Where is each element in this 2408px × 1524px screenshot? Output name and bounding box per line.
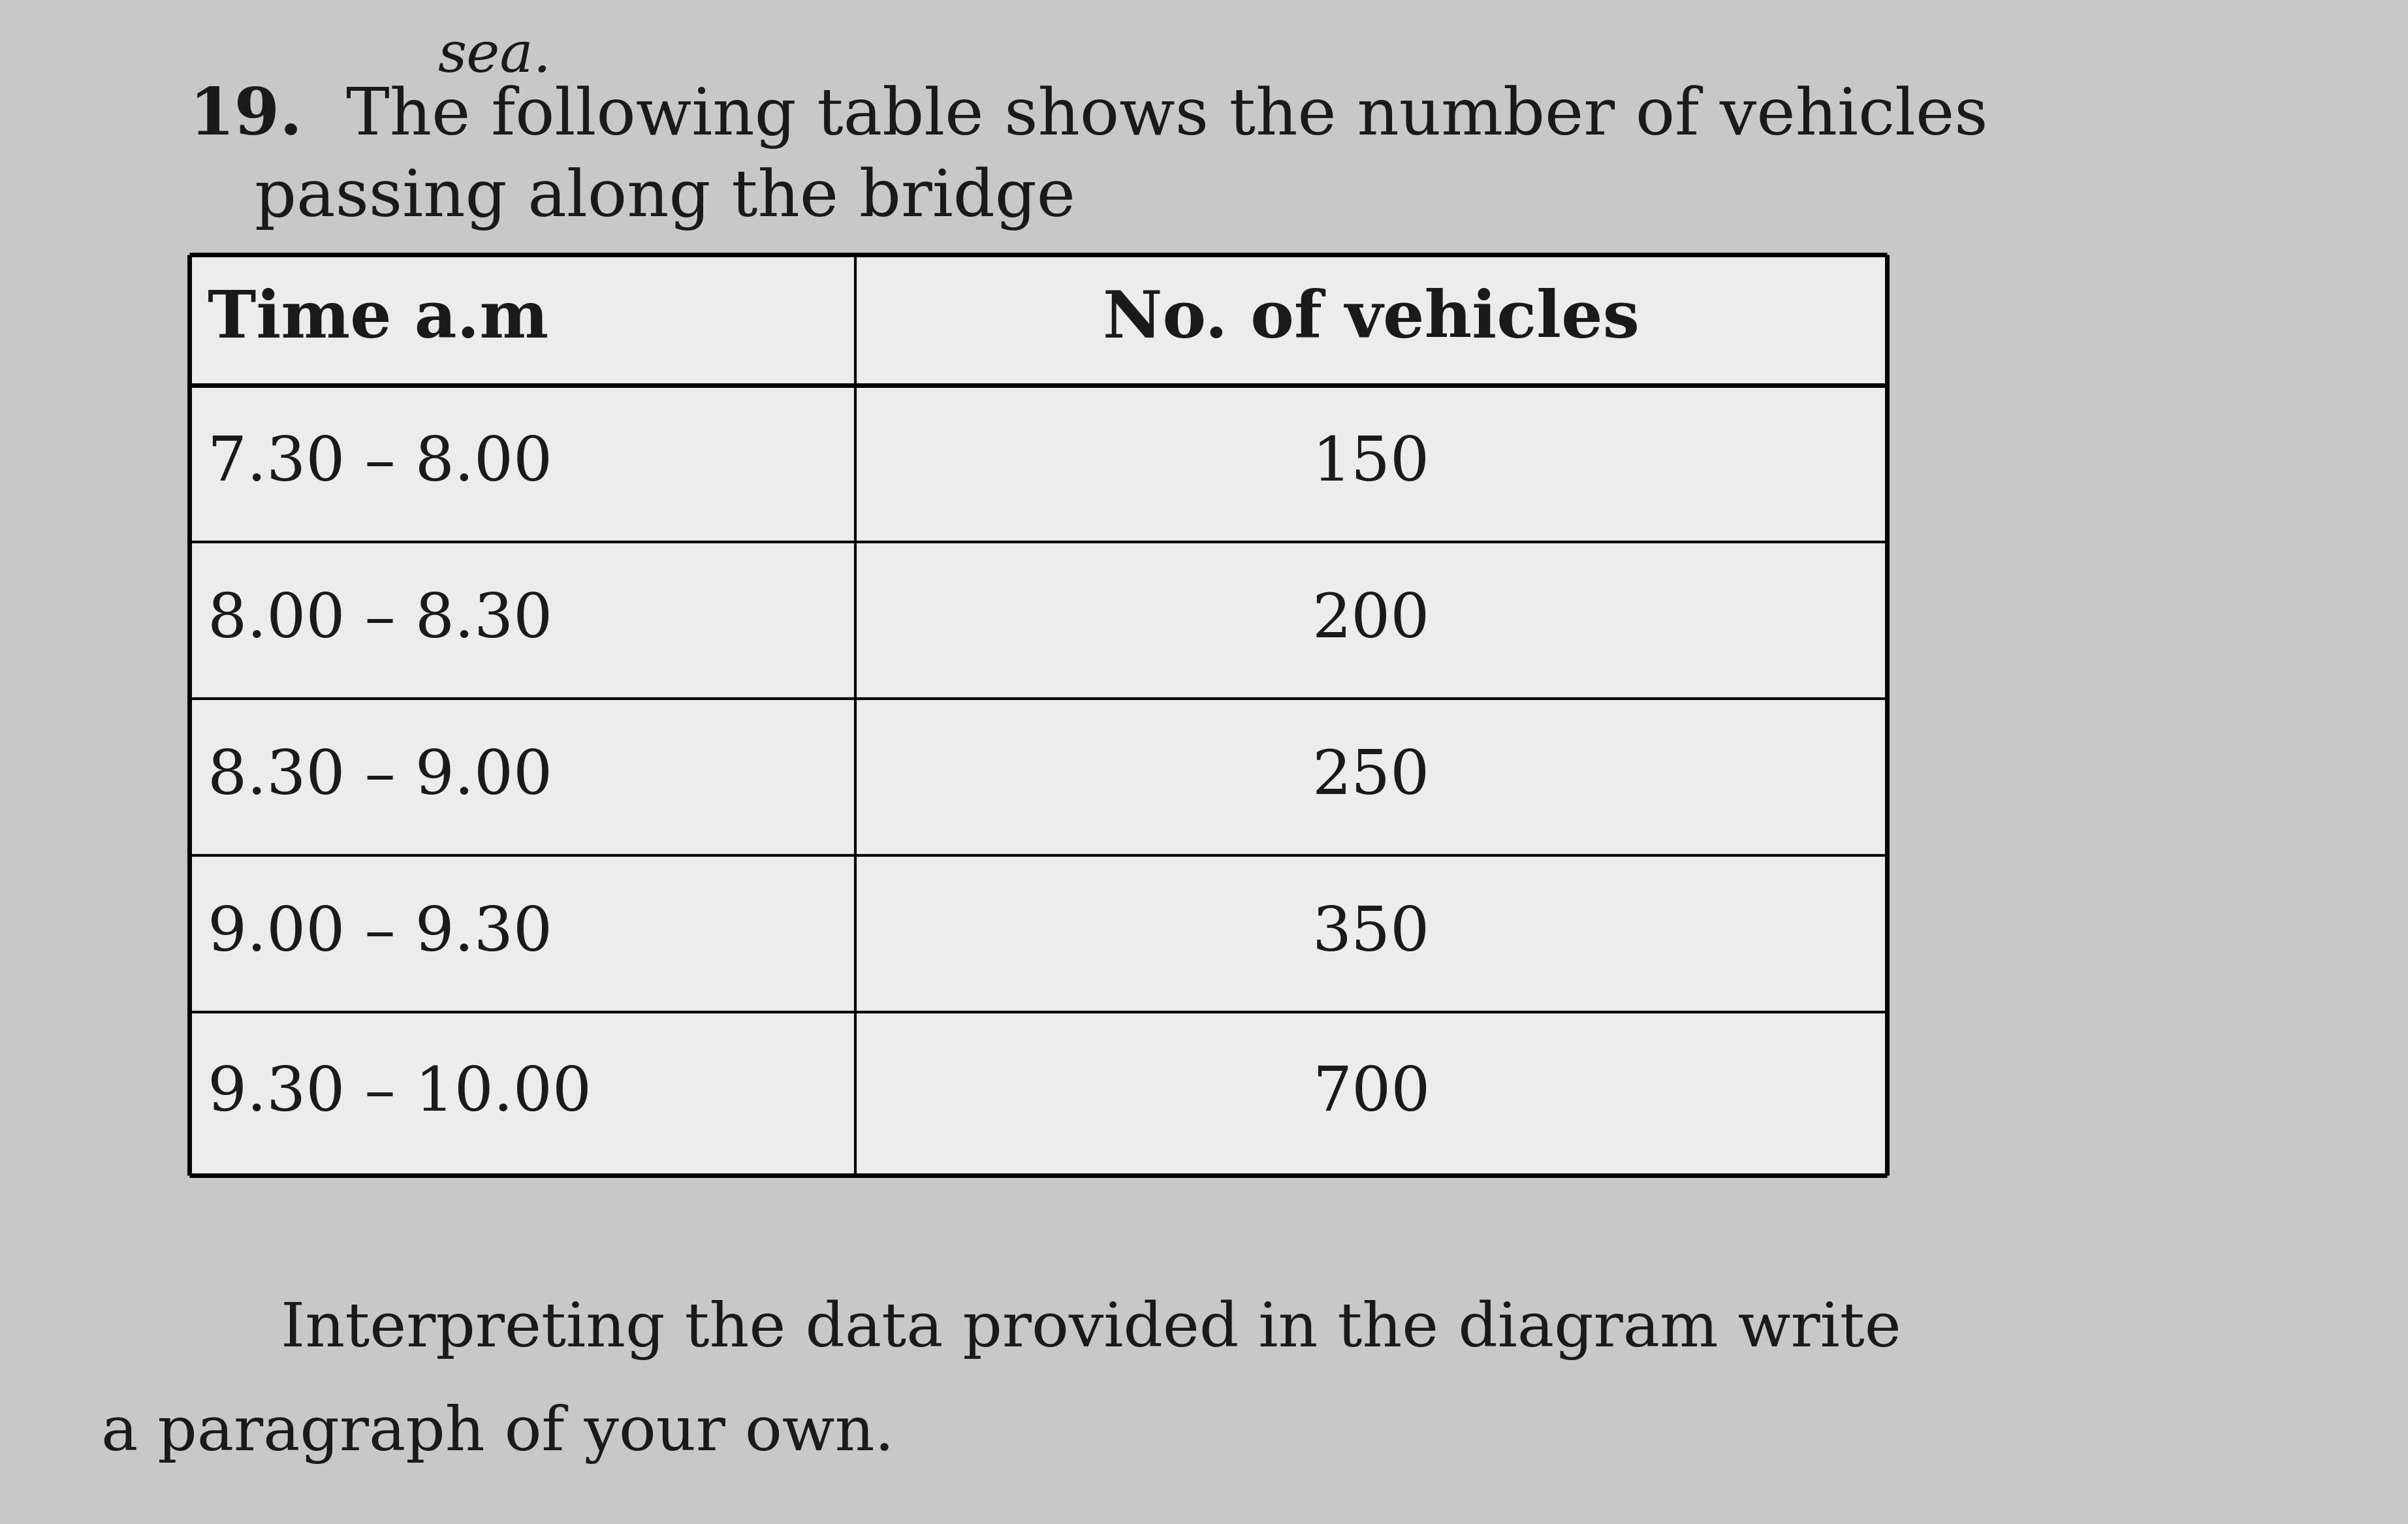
Text: Time a.m: Time a.m: [207, 288, 549, 352]
Text: 9.00 – 9.30: 9.00 – 9.30: [207, 904, 551, 963]
Bar: [190, 255, 1888, 386]
Text: 250: 250: [1312, 748, 1430, 806]
Text: sea.: sea.: [438, 29, 551, 84]
Text: passing along the bridge: passing along the bridge: [255, 166, 1076, 230]
Bar: [190, 855, 1888, 1012]
Text: a paragraph of your own.: a paragraph of your own.: [101, 1404, 893, 1465]
Text: 7.30 – 8.00: 7.30 – 8.00: [207, 434, 551, 492]
Text: 350: 350: [1312, 904, 1430, 963]
Text: 700: 700: [1312, 1064, 1430, 1123]
Text: 8.00 – 8.30: 8.00 – 8.30: [207, 591, 551, 649]
Text: 8.30 – 9.00: 8.30 – 9.00: [207, 748, 551, 806]
Text: 19.: 19.: [190, 85, 303, 148]
Text: 150: 150: [1312, 434, 1430, 492]
Text: No. of vehicles: No. of vehicles: [1103, 288, 1640, 352]
Text: 9.30 – 10.00: 9.30 – 10.00: [207, 1064, 592, 1123]
Text: The following table shows the number of vehicles: The following table shows the number of …: [347, 85, 1989, 149]
Bar: [190, 386, 1888, 543]
Text: Interpreting the data provided in the diagram write: Interpreting the data provided in the di…: [282, 1300, 1902, 1359]
Bar: [190, 1012, 1888, 1175]
Bar: [190, 543, 1888, 698]
Bar: [190, 698, 1888, 855]
Text: 200: 200: [1312, 591, 1430, 649]
